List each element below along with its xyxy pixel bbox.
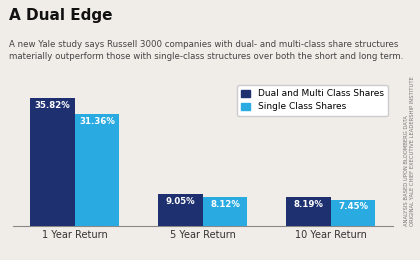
Bar [286,197,331,226]
Text: 7.45%: 7.45% [338,203,368,211]
Text: A new Yale study says Russell 3000 companies with dual- and multi-class share st: A new Yale study says Russell 3000 compa… [9,40,404,61]
Text: 9.05%: 9.05% [165,197,195,206]
Text: A Dual Edge: A Dual Edge [9,8,113,23]
Text: 35.82%: 35.82% [34,101,70,110]
Bar [75,114,119,226]
Legend: Dual and Multi Class Shares, Single Class Shares: Dual and Multi Class Shares, Single Clas… [237,85,388,116]
Text: ANALYSIS BASED UPON BLOOMBERG DATA: ANALYSIS BASED UPON BLOOMBERG DATA [404,115,409,226]
Text: 8.19%: 8.19% [293,200,323,209]
Bar [331,200,375,226]
Bar [30,98,75,226]
Text: 31.36%: 31.36% [79,117,115,126]
Text: 8.12%: 8.12% [210,200,240,209]
Bar [203,197,247,226]
Text: ORIGINAL YALE CHIEF EXECUTIVE LEADERSHIP INSTITUTE: ORIGINAL YALE CHIEF EXECUTIVE LEADERSHIP… [410,76,415,226]
Bar [158,194,203,226]
